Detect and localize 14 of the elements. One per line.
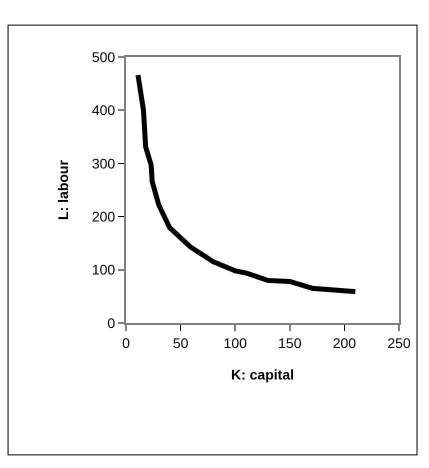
y-tick-label: 200: [92, 208, 116, 224]
y-tick-label: 100: [92, 262, 116, 278]
x-tick-label: 200: [332, 334, 356, 351]
x-tick-label: 50: [172, 334, 189, 351]
y-tick-label: 300: [92, 155, 116, 172]
y-axis-title: L: labour: [54, 160, 71, 220]
x-tick-label: 250: [387, 334, 411, 351]
y-tick-label: 500: [92, 48, 116, 65]
x-tick-label: 100: [224, 334, 248, 351]
x-tick-label: 0: [122, 334, 130, 351]
y-tick-label: 400: [92, 102, 116, 118]
y-tick-label: 0: [107, 314, 116, 331]
x-tick-label: 150: [278, 334, 302, 351]
x-axis-title: K: capital: [230, 366, 294, 383]
